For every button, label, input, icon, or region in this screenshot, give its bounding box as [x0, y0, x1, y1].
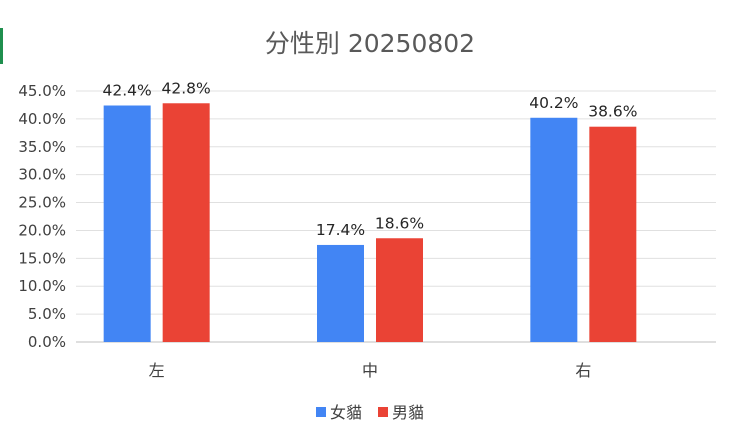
- bars: [103, 103, 637, 342]
- data-label: 42.4%: [103, 82, 152, 100]
- legend-item-女貓: 女貓: [316, 403, 362, 422]
- data-labels: 42.4% 42.8% 17.4% 18.6% 40.2% 38.6%: [103, 79, 638, 239]
- y-tick-label: 15.0%: [18, 249, 66, 267]
- legend-label: 女貓: [330, 403, 362, 422]
- y-tick-label: 10.0%: [18, 277, 66, 295]
- legend-swatch: [378, 407, 388, 417]
- x-tick-label: 右: [575, 361, 591, 380]
- x-tick-label: 中: [362, 361, 378, 380]
- data-label: 42.8%: [162, 79, 211, 97]
- legend-swatch: [316, 407, 326, 417]
- data-label: 38.6%: [588, 103, 637, 121]
- y-tick-label: 20.0%: [18, 221, 66, 239]
- data-label: 17.4%: [316, 221, 365, 239]
- legend-label: 男貓: [392, 403, 424, 422]
- chart-title: 分性別 20250802: [265, 29, 475, 58]
- y-tick-label: 45.0%: [18, 82, 66, 100]
- data-label: 40.2%: [529, 94, 578, 112]
- y-axis: 0.0% 5.0% 10.0% 15.0% 20.0% 25.0% 30.0% 35.0% 40…: [18, 82, 66, 351]
- data-label: 18.6%: [375, 214, 424, 232]
- x-tick-label: 左: [149, 361, 165, 380]
- x-axis: 左中右: [149, 361, 592, 380]
- y-tick-label: 25.0%: [18, 194, 66, 212]
- y-tick-label: 5.0%: [28, 305, 66, 323]
- y-tick-label: 30.0%: [18, 166, 66, 184]
- y-tick-label: 40.0%: [18, 110, 66, 128]
- y-tick-label: 35.0%: [18, 138, 66, 156]
- bar-男貓-右: [589, 126, 637, 342]
- bar-女貓-中: [317, 244, 364, 342]
- bar-女貓-右: [530, 117, 578, 342]
- y-tick-label: 0.0%: [28, 333, 66, 351]
- left-edge-accent: [0, 28, 3, 64]
- bar-男貓-左: [162, 103, 210, 342]
- legend-item-男貓: 男貓: [378, 403, 424, 422]
- bar-女貓-左: [103, 105, 151, 342]
- legend: 女貓 男貓: [316, 403, 424, 422]
- bar-男貓-中: [376, 238, 423, 342]
